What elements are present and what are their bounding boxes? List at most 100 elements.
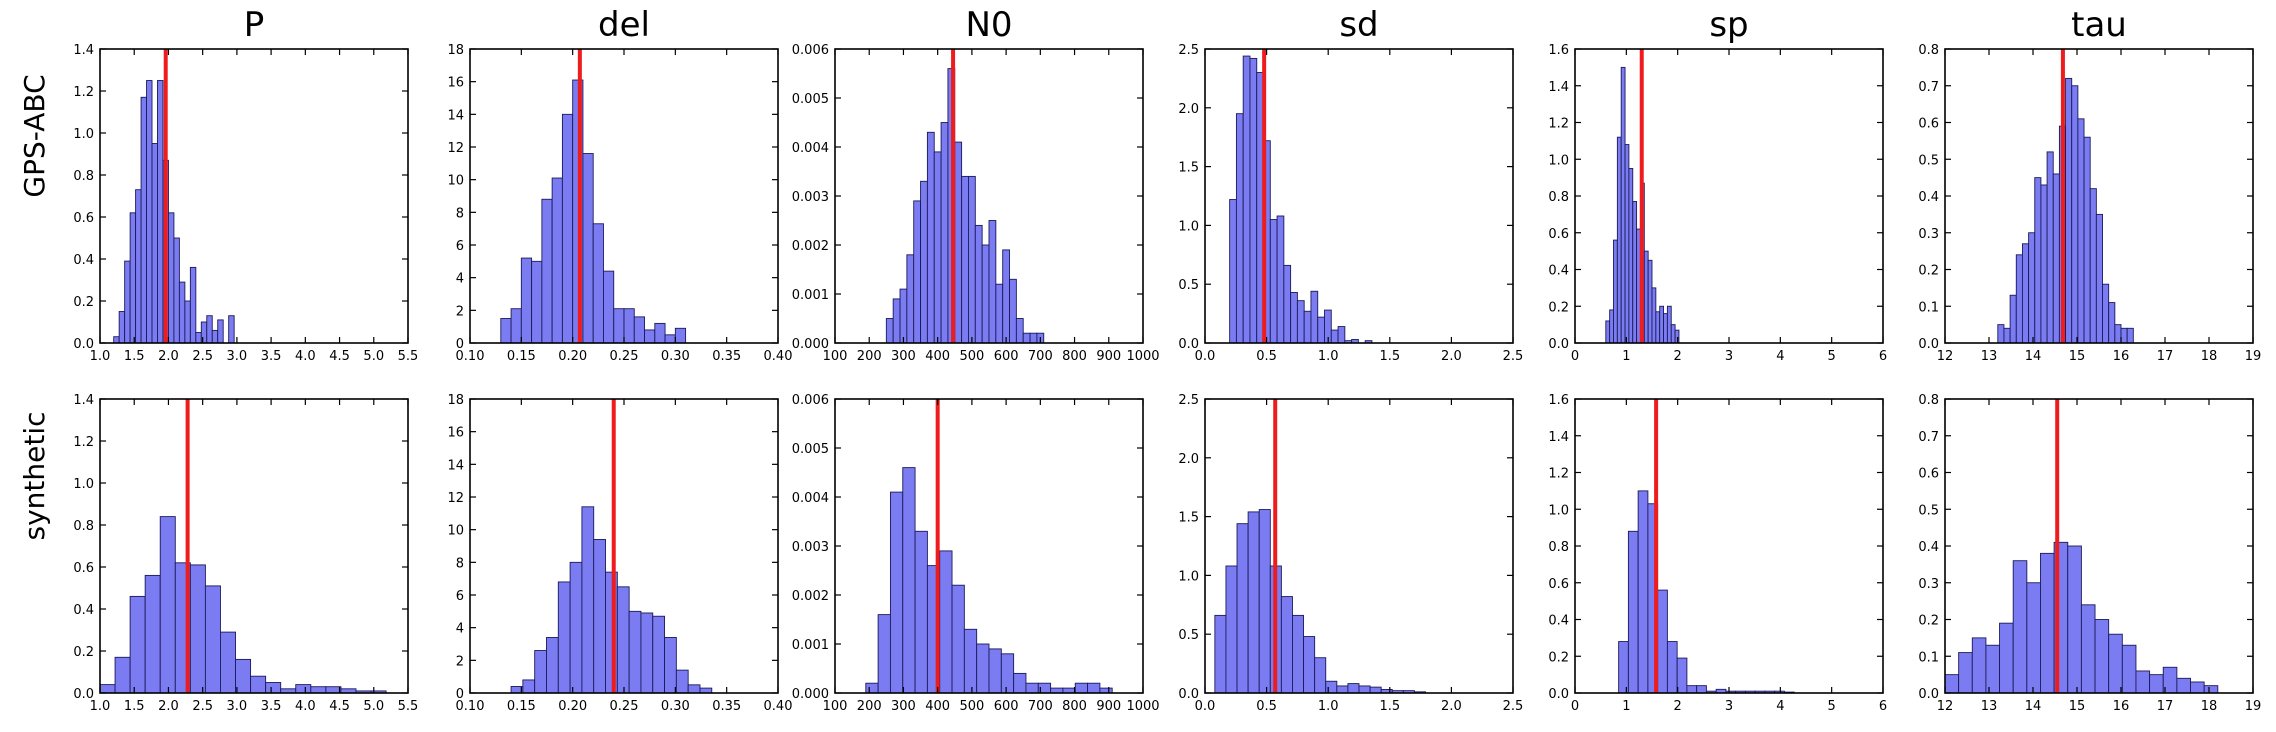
histogram-bar [654, 322, 666, 344]
histogram-bar [1666, 305, 1672, 344]
y-tick-label: 2 [456, 304, 464, 319]
y-tick-label: 0.5 [1918, 153, 1939, 168]
histogram-bar [1314, 657, 1327, 694]
y-tick-label: 0.005 [792, 442, 829, 457]
y-tick-label: 2.5 [1178, 43, 1199, 58]
x-tick-label: 100 [823, 699, 848, 714]
histogram-bar [1303, 310, 1312, 344]
y-tick-label: 1.5 [1178, 511, 1199, 526]
y-tick-label: 0.2 [1918, 264, 1939, 279]
x-tick-label: 500 [959, 349, 984, 364]
y-tick-label: 0.4 [1918, 190, 1939, 205]
y-tick-label: 0.4 [73, 603, 94, 618]
histogram-bar [2089, 188, 2097, 344]
x-tick-label: 12 [1937, 349, 1954, 364]
panel-p-synthetic: 1.0 1.5 2.0 2.5 3.0 3.5 4.0 4.5 5.0 5.5 0.0 0.2 0.4 0… [73, 393, 418, 714]
histogram-bar [250, 675, 267, 694]
histogram-bar [906, 254, 915, 344]
y-tick-label: 1.4 [73, 43, 94, 58]
histogram-bar [189, 564, 206, 694]
x-tick-label: 0.5 [1256, 349, 1277, 364]
histogram-bar [510, 308, 522, 344]
histogram-bar [1000, 653, 1015, 694]
histogram-bar [1609, 309, 1614, 344]
histogram-bar [1325, 680, 1338, 694]
histogram-bar [114, 656, 131, 694]
histogram-bar [2003, 327, 2011, 344]
x-tick-label: 900 [1096, 699, 1121, 714]
x-tick-label: 3.5 [261, 699, 282, 714]
histogram-bar [2114, 324, 2122, 344]
histogram-bar [1276, 215, 1285, 344]
histogram-bar [220, 631, 236, 694]
y-tick-label: 0.1 [1918, 300, 1939, 315]
x-tick-label: 0.0 [1195, 699, 1216, 714]
histogram-bar [2176, 677, 2191, 694]
histogram-bar [1280, 596, 1293, 694]
x-tick-label: 1 [1622, 699, 1630, 714]
y-tick-label: 0.5 [1178, 278, 1199, 293]
histogram-bar [2083, 136, 2091, 344]
y-tick-label: 1.0 [1548, 153, 1569, 168]
histogram-bar [1605, 320, 1611, 344]
x-tick-label: 16 [2113, 349, 2130, 364]
histogram-bar [265, 682, 282, 694]
x-tick-label: 2.0 [158, 699, 179, 714]
x-tick-label: 400 [925, 699, 950, 714]
y-tick-label: 0.3 [1918, 227, 1939, 242]
x-tick-label: 19 [2245, 349, 2262, 364]
histogram-bar [551, 177, 563, 344]
x-tick-label: 4.5 [329, 349, 350, 364]
x-tick-label: 0.20 [558, 699, 587, 714]
y-tick-label: 4 [456, 622, 464, 637]
histogram-bar [2149, 674, 2164, 694]
x-tick-label: 19 [2245, 699, 2262, 714]
histogram-bar [664, 334, 676, 344]
histogram-bar [1958, 652, 1973, 694]
x-tick-label: 5 [1828, 699, 1836, 714]
histogram-bar [926, 131, 935, 344]
histogram-bar [1666, 641, 1678, 694]
histogram-bar [981, 244, 990, 344]
histogram-bar [914, 530, 928, 694]
x-tick-label: 15 [2069, 699, 2086, 714]
histogram-bar [118, 311, 126, 344]
x-tick-label: 2.0 [158, 349, 179, 364]
y-tick-label: 1.2 [73, 85, 94, 100]
y-tick-label: 1.6 [1548, 43, 1569, 58]
x-tick-label: 5.0 [363, 699, 384, 714]
y-tick-label: 2.0 [1178, 452, 1199, 467]
y-tick-label: 0.6 [1918, 467, 1939, 482]
x-tick-label: 600 [994, 349, 1019, 364]
x-tick-label: 1.0 [1318, 699, 1339, 714]
histogram-bar [1303, 636, 1316, 694]
x-tick-label: 1000 [1126, 699, 1159, 714]
y-tick-label: 18 [447, 393, 464, 408]
y-tick-label: 1.2 [73, 435, 94, 450]
histogram-bar [1283, 264, 1292, 344]
plot-frame [99, 48, 409, 344]
y-tick-label: 1.0 [73, 477, 94, 492]
y-tick-label: 1.5 [1178, 161, 1199, 176]
histogram-bar [1087, 682, 1101, 694]
x-tick-label: 0.35 [712, 699, 741, 714]
histogram-bar [2009, 294, 2017, 344]
histogram-bar [1613, 239, 1618, 344]
histogram-bar [1025, 682, 1039, 694]
x-tick-label: 300 [891, 349, 916, 364]
histogram-bar [1647, 259, 1653, 344]
plot-frame [99, 398, 409, 694]
y-tick-label: 0.0 [1918, 687, 1939, 702]
column-title-del: del [598, 5, 650, 45]
histogram-bar [541, 198, 553, 344]
y-tick-label: 1.0 [1178, 219, 1199, 234]
histogram-bar [2034, 177, 2042, 344]
x-tick-label: 3.0 [227, 699, 248, 714]
x-tick-label: 1.5 [124, 349, 145, 364]
panels-layer: 1.0 1.5 2.0 2.5 3.0 3.5 4.0 4.5 5.0 5.50.00.20.40… [73, 5, 2261, 714]
histogram-bar [1002, 249, 1010, 344]
histogram-bar [628, 610, 642, 694]
histogram-bar [561, 113, 574, 344]
histogram-bar [2067, 545, 2082, 694]
